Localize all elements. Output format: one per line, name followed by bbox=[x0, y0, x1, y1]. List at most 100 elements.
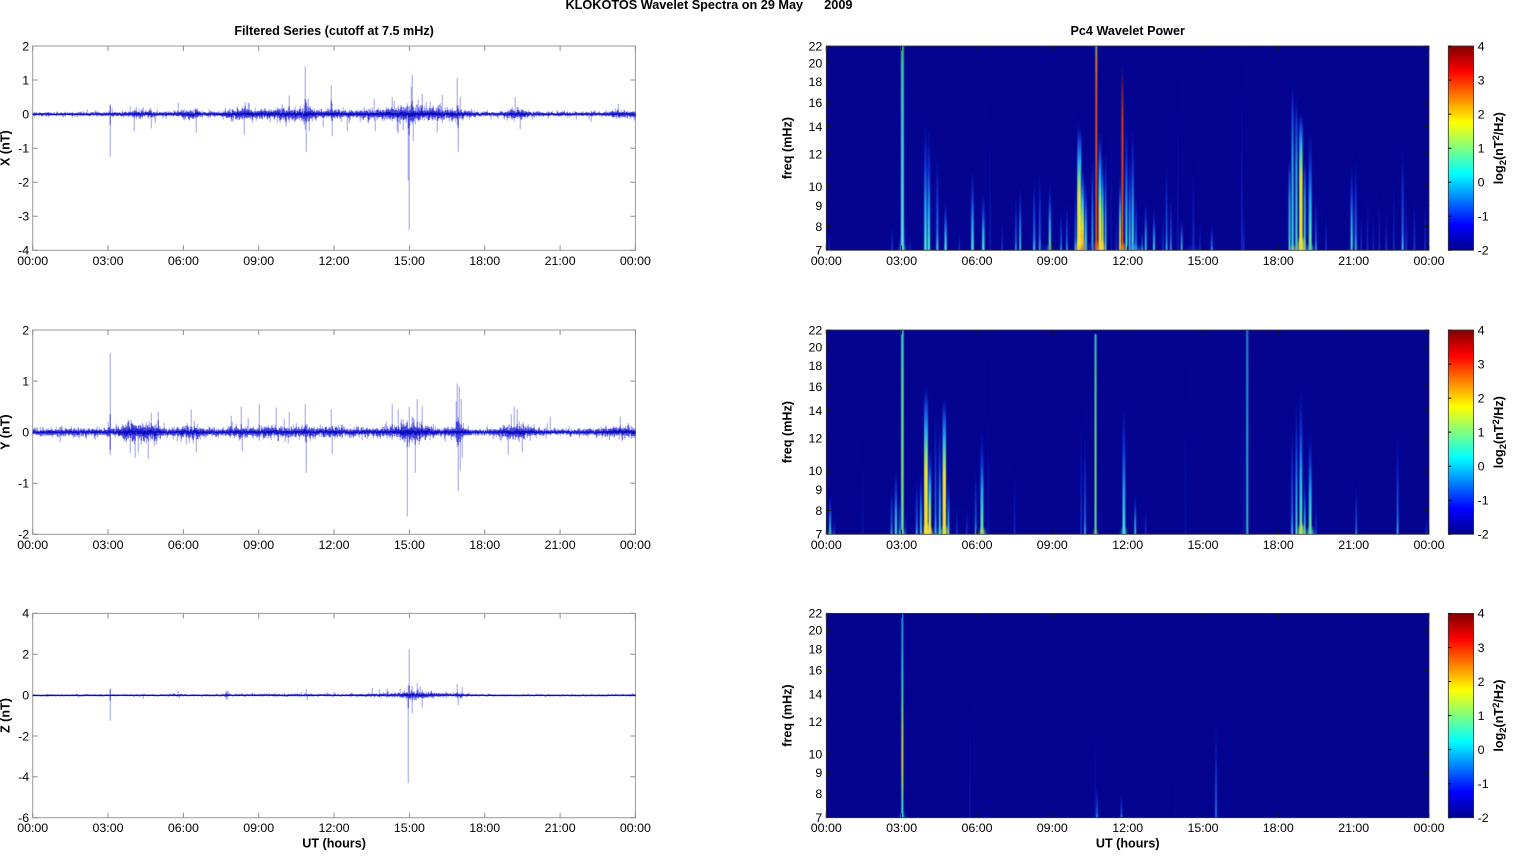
svg-text:06:00: 06:00 bbox=[168, 538, 199, 552]
svg-text:UT (hours): UT (hours) bbox=[302, 837, 366, 851]
svg-text:22: 22 bbox=[809, 39, 823, 53]
svg-text:-1: -1 bbox=[1478, 777, 1489, 791]
svg-text:06:00: 06:00 bbox=[961, 538, 992, 552]
svg-text:1: 1 bbox=[1478, 142, 1485, 156]
svg-text:14: 14 bbox=[809, 404, 823, 418]
svg-text:00:00: 00:00 bbox=[811, 821, 842, 835]
svg-text:10: 10 bbox=[809, 464, 823, 478]
svg-text:18: 18 bbox=[809, 359, 823, 373]
svg-text:0: 0 bbox=[22, 425, 29, 439]
svg-text:20: 20 bbox=[809, 56, 823, 70]
svg-text:09:00: 09:00 bbox=[243, 538, 274, 552]
svg-text:03:00: 03:00 bbox=[92, 254, 123, 268]
svg-text:00:00: 00:00 bbox=[620, 254, 651, 268]
svg-text:8: 8 bbox=[815, 220, 822, 234]
svg-text:3: 3 bbox=[1478, 357, 1485, 371]
svg-text:1: 1 bbox=[22, 374, 29, 388]
svg-text:21:00: 21:00 bbox=[545, 821, 576, 835]
svg-text:7: 7 bbox=[815, 811, 822, 825]
svg-text:16: 16 bbox=[809, 380, 823, 394]
svg-text:-4: -4 bbox=[18, 244, 29, 258]
svg-text:21:00: 21:00 bbox=[1338, 254, 1369, 268]
svg-text:14: 14 bbox=[809, 120, 823, 134]
svg-text:9: 9 bbox=[815, 483, 822, 497]
svg-text:freq (mHz): freq (mHz) bbox=[781, 117, 795, 179]
svg-text:22: 22 bbox=[809, 323, 823, 337]
svg-text:03:00: 03:00 bbox=[886, 254, 917, 268]
svg-text:-3: -3 bbox=[18, 210, 29, 224]
svg-text:12: 12 bbox=[809, 431, 823, 445]
svg-text:03:00: 03:00 bbox=[886, 821, 917, 835]
svg-text:-2: -2 bbox=[1478, 811, 1489, 825]
svg-text:06:00: 06:00 bbox=[168, 821, 199, 835]
svg-text:15:00: 15:00 bbox=[394, 538, 425, 552]
svg-text:freq (mHz): freq (mHz) bbox=[780, 401, 794, 463]
svg-text:21:00: 21:00 bbox=[1338, 538, 1369, 552]
svg-text:15:00: 15:00 bbox=[394, 254, 425, 268]
svg-text:9: 9 bbox=[815, 199, 822, 213]
svg-text:12:00: 12:00 bbox=[318, 538, 349, 552]
svg-text:18: 18 bbox=[809, 75, 823, 89]
svg-text:UT (hours): UT (hours) bbox=[1096, 837, 1160, 851]
svg-text:09:00: 09:00 bbox=[243, 821, 274, 835]
svg-text:00:00: 00:00 bbox=[620, 538, 651, 552]
svg-text:-2: -2 bbox=[1478, 528, 1489, 542]
svg-text:18:00: 18:00 bbox=[469, 538, 500, 552]
svg-text:21:00: 21:00 bbox=[1338, 821, 1369, 835]
svg-text:03:00: 03:00 bbox=[92, 538, 123, 552]
svg-text:03:00: 03:00 bbox=[886, 538, 917, 552]
svg-text:12:00: 12:00 bbox=[1112, 821, 1143, 835]
svg-text:12:00: 12:00 bbox=[1112, 538, 1143, 552]
svg-text:18:00: 18:00 bbox=[1263, 538, 1294, 552]
svg-text:06:00: 06:00 bbox=[961, 254, 992, 268]
svg-text:4: 4 bbox=[1478, 607, 1485, 621]
svg-text:00:00: 00:00 bbox=[811, 254, 842, 268]
svg-text:06:00: 06:00 bbox=[961, 821, 992, 835]
svg-text:4: 4 bbox=[1478, 39, 1485, 53]
svg-text:2: 2 bbox=[22, 648, 29, 662]
svg-text:KLOKOTOS Wavelet Spectra on 29: KLOKOTOS Wavelet Spectra on 29 May 2009 bbox=[566, 0, 853, 12]
svg-text:00:00: 00:00 bbox=[620, 821, 651, 835]
svg-text:12:00: 12:00 bbox=[318, 821, 349, 835]
svg-text:2: 2 bbox=[1478, 391, 1485, 405]
svg-text:18:00: 18:00 bbox=[1263, 821, 1294, 835]
svg-text:15:00: 15:00 bbox=[1187, 538, 1218, 552]
svg-text:-6: -6 bbox=[18, 811, 29, 825]
svg-text:1: 1 bbox=[1478, 425, 1485, 439]
svg-text:-1: -1 bbox=[18, 477, 29, 491]
svg-text:Y (nT): Y (nT) bbox=[0, 414, 12, 449]
svg-text:00:00: 00:00 bbox=[1413, 538, 1444, 552]
svg-text:09:00: 09:00 bbox=[1037, 821, 1068, 835]
svg-text:log2(nT2/Hz): log2(nT2/Hz) bbox=[1491, 112, 1509, 184]
svg-text:12:00: 12:00 bbox=[1112, 254, 1143, 268]
svg-text:-1: -1 bbox=[18, 142, 29, 156]
svg-text:-2: -2 bbox=[18, 528, 29, 542]
svg-text:-4: -4 bbox=[18, 770, 29, 784]
svg-text:00:00: 00:00 bbox=[17, 821, 48, 835]
svg-text:16: 16 bbox=[809, 96, 823, 110]
svg-text:00:00: 00:00 bbox=[1413, 254, 1444, 268]
svg-text:21:00: 21:00 bbox=[545, 254, 576, 268]
svg-text:09:00: 09:00 bbox=[1037, 254, 1068, 268]
svg-text:0: 0 bbox=[1478, 743, 1485, 757]
svg-text:20: 20 bbox=[809, 624, 823, 638]
svg-text:15:00: 15:00 bbox=[1187, 821, 1218, 835]
svg-text:log2(nT2/Hz): log2(nT2/Hz) bbox=[1491, 680, 1509, 752]
svg-text:-1: -1 bbox=[1478, 494, 1489, 508]
svg-text:00:00: 00:00 bbox=[1413, 821, 1444, 835]
svg-text:Filtered Series (cutoff at 7.5: Filtered Series (cutoff at 7.5 mHz) bbox=[234, 24, 433, 38]
svg-text:-1: -1 bbox=[1478, 210, 1489, 224]
svg-text:12: 12 bbox=[809, 715, 823, 729]
svg-text:0: 0 bbox=[1478, 176, 1485, 190]
svg-text:0: 0 bbox=[1478, 460, 1485, 474]
svg-text:2: 2 bbox=[1478, 675, 1485, 689]
svg-text:18:00: 18:00 bbox=[1263, 254, 1294, 268]
svg-text:9: 9 bbox=[815, 766, 822, 780]
svg-text:2: 2 bbox=[22, 39, 29, 53]
svg-text:Z (nT): Z (nT) bbox=[0, 698, 12, 733]
svg-text:-2: -2 bbox=[18, 176, 29, 190]
svg-text:14: 14 bbox=[809, 687, 823, 701]
svg-text:4: 4 bbox=[1478, 323, 1485, 337]
svg-text:1: 1 bbox=[1478, 709, 1485, 723]
svg-text:18:00: 18:00 bbox=[469, 821, 500, 835]
